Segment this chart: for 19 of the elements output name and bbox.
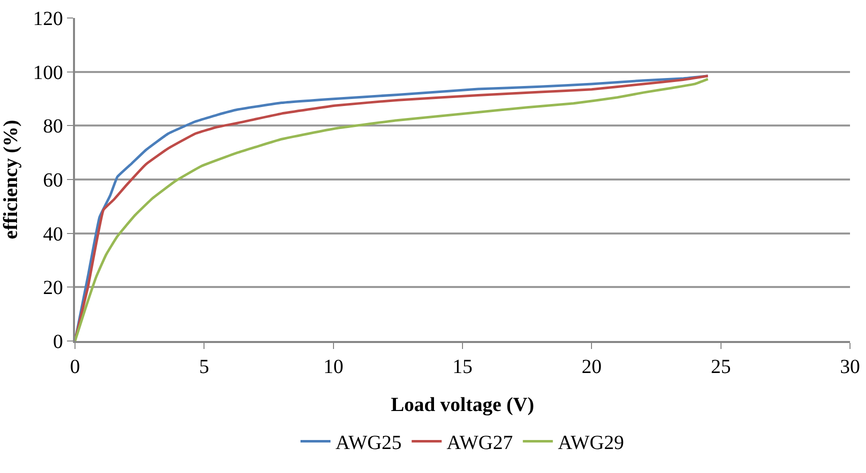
x-tick-label: 5 xyxy=(199,356,210,378)
x-tick-label: 25 xyxy=(710,356,731,378)
y-tick-label: 20 xyxy=(43,277,63,300)
y-tick-label: 0 xyxy=(53,331,63,353)
y-tick-label: 80 xyxy=(43,116,63,138)
legend-label: AWG27 xyxy=(446,432,513,454)
y-axis-title: efficiency (%) xyxy=(0,120,22,240)
legend-label: AWG29 xyxy=(558,432,624,454)
legend-label: AWG25 xyxy=(336,432,402,454)
y-tick-label: 120 xyxy=(33,8,63,30)
y-tick-label: 100 xyxy=(33,62,63,84)
x-tick-label: 30 xyxy=(840,356,860,378)
x-axis-title: Load voltage (V) xyxy=(390,394,534,416)
y-tick-label: 60 xyxy=(43,170,63,192)
x-tick-label: 20 xyxy=(582,356,602,378)
x-tick-label: 15 xyxy=(452,356,472,378)
y-tick-label: 40 xyxy=(43,223,63,246)
x-tick-label: 10 xyxy=(323,356,344,378)
x-tick-label: 0 xyxy=(70,356,80,378)
